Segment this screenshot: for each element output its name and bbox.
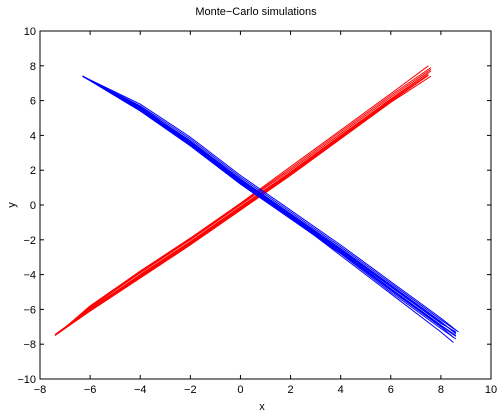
y-tick-label: 10 (24, 26, 36, 38)
y-axis-label: y (6, 202, 18, 208)
x-tick-label: −8 (34, 384, 47, 396)
x-axis-label: x (259, 401, 265, 413)
series-blue-run-6 (82, 75, 459, 333)
series-red-run-8 (57, 67, 432, 335)
y-tick-label: −8 (23, 339, 36, 351)
chart-title: Monte−Carlo simulations (195, 6, 317, 18)
x-tick-label: 10 (485, 384, 497, 396)
series-blue-run-8 (82, 75, 457, 336)
series-red-run-2 (57, 68, 432, 335)
y-tick-label: 2 (30, 165, 36, 177)
x-tick-label: 4 (338, 384, 344, 396)
y-tick-label: −2 (23, 235, 36, 247)
y-tick-label: 4 (30, 130, 36, 142)
series-blue-run-9 (82, 75, 457, 334)
series-blue-run-1 (82, 75, 457, 333)
x-tick-label: −2 (184, 384, 197, 396)
x-tick-label: 0 (237, 384, 243, 396)
series-blue-run-7 (82, 75, 454, 338)
y-tick-label: −4 (23, 270, 36, 282)
series-blue-run-3 (82, 75, 457, 340)
plot-area (39, 30, 492, 380)
series-blue-run-10 (82, 75, 457, 337)
y-tick-label: 8 (30, 61, 36, 73)
series-red-run-4 (59, 65, 429, 333)
y-tick-label: −6 (23, 304, 36, 316)
series-layer (54, 65, 459, 343)
x-tick-label: 6 (388, 384, 394, 396)
x-tick-label: −4 (134, 384, 147, 396)
series-red-run-3 (54, 75, 432, 336)
series-red-run-6 (57, 70, 432, 334)
y-tick-label: 6 (30, 96, 36, 108)
x-tick-label: 8 (438, 384, 444, 396)
series-red-run-7 (54, 74, 429, 336)
series-blue-run-2 (82, 75, 457, 331)
x-tick-label: 2 (287, 384, 293, 396)
x-tick-label: −6 (84, 384, 97, 396)
y-tick-label: −10 (17, 374, 36, 386)
y-tick-label: 0 (30, 200, 36, 212)
